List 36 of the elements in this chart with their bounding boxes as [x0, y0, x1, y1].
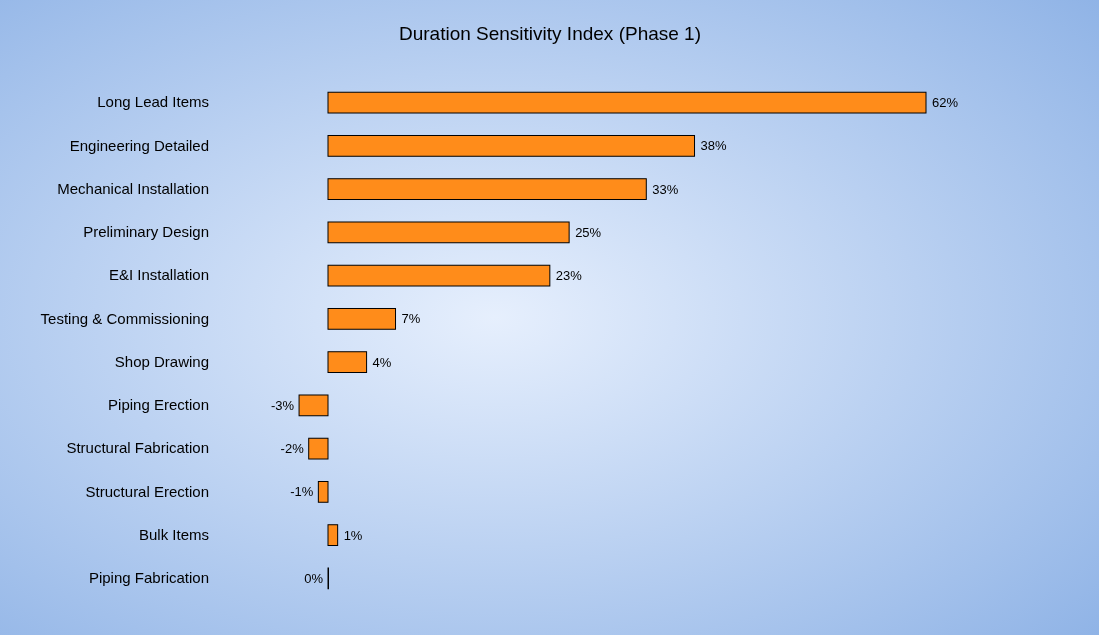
y-tick-label: Engineering Detailed [69, 136, 209, 154]
data-label: 23% [555, 268, 583, 284]
data-label: 0% [304, 570, 324, 586]
data-label: 4% [372, 354, 392, 370]
y-tick-label: Piping Fabrication [88, 569, 209, 587]
data-label: 1% [343, 527, 363, 543]
y-tick-label: Preliminary Design [83, 223, 209, 241]
data-label: 7% [401, 311, 421, 327]
data-label: 33% [652, 181, 679, 197]
y-tick-label: Structural Erection [85, 482, 209, 500]
y-tick-label: E&I Installation [108, 266, 209, 284]
data-label: 62% [932, 95, 959, 111]
data-label: 25% [575, 224, 602, 240]
bar [327, 524, 339, 547]
y-tick-label: Bulk Items [138, 525, 209, 543]
bar [327, 91, 927, 114]
bar [327, 135, 696, 157]
y-tick-label: Testing & Commissioning [40, 309, 209, 327]
bar [298, 394, 329, 417]
bar [308, 437, 329, 460]
y-tick-label: Mechanical Installation [57, 179, 209, 197]
data-label: -1% [290, 484, 314, 500]
y-tick-label: Piping Erection [108, 396, 209, 414]
bar [317, 481, 329, 503]
bar [327, 264, 551, 287]
y-tick-label: Structural Fabrication [66, 439, 209, 457]
y-tick-label: Long Lead Items [97, 93, 209, 111]
y-tick-label: Shop Drawing [114, 352, 209, 370]
data-label: -2% [280, 441, 305, 457]
bar [327, 178, 647, 201]
bar [327, 308, 397, 330]
chart-title: Duration Sensitivity Index (Phase 1) [398, 23, 702, 44]
bar [327, 351, 368, 374]
bar [327, 221, 570, 244]
data-label: 38% [700, 138, 727, 154]
data-label: -3% [270, 397, 295, 413]
